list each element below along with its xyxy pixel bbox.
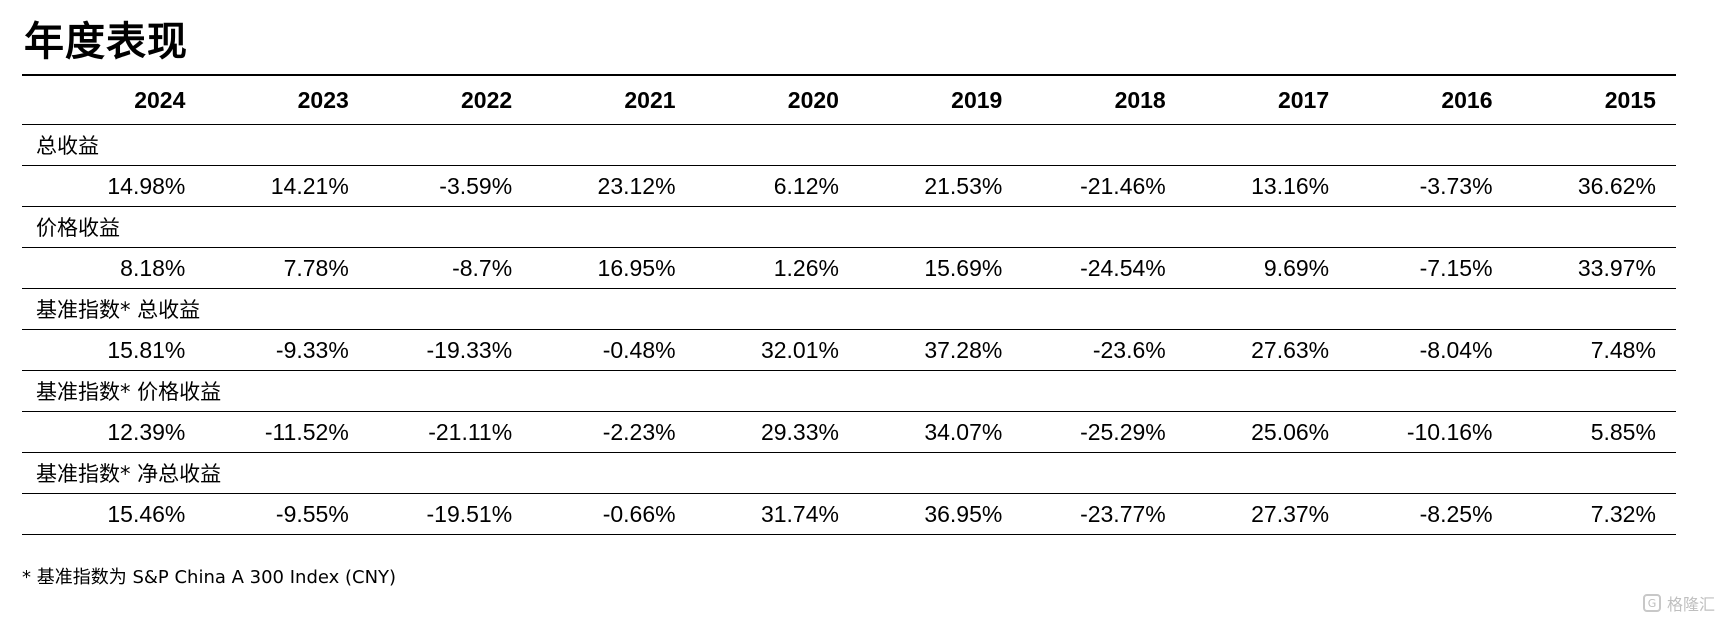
- value-cell: 31.74%: [760, 500, 839, 527]
- year-header-cell: 2023: [297, 86, 349, 113]
- value-cell: -23.6%: [1092, 336, 1166, 363]
- value-cell: -25.29%: [1080, 418, 1166, 445]
- value-cell: 15.46%: [107, 500, 186, 527]
- table-top-rule: [22, 74, 1676, 76]
- value-cell: -2.23%: [602, 418, 676, 445]
- row-divider: [22, 206, 1676, 207]
- value-cell: 36.95%: [924, 500, 1003, 527]
- table-row: 15.46% -9.55% -19.51% -0.66% 31.74% 36.9…: [22, 494, 1676, 534]
- value-cell: -23.77%: [1080, 500, 1166, 527]
- value-cell: -19.33%: [426, 336, 513, 363]
- value-cell: 15.81%: [107, 336, 186, 363]
- year-header-cell: 2017: [1277, 86, 1330, 113]
- value-cell: 14.98%: [107, 172, 186, 199]
- value-cell: 5.85%: [1590, 418, 1656, 445]
- footnote: * 基准指数为 S&P China A 300 Index (CNY): [22, 567, 397, 588]
- year-header-cell: 2024: [134, 86, 186, 113]
- value-cell: -8.7%: [452, 254, 513, 281]
- year-header-cell: 2020: [787, 86, 839, 113]
- annual-performance-table: 2024 2023 2022 2021 2020 2019 2018 2017 …: [22, 74, 1676, 535]
- row-divider: [22, 288, 1676, 289]
- value-cell: 27.37%: [1251, 500, 1330, 527]
- row-divider: [22, 124, 1676, 125]
- value-cell: -3.73%: [1419, 172, 1493, 199]
- value-cell: -3.59%: [439, 172, 513, 199]
- value-cell: -8.04%: [1419, 336, 1493, 363]
- value-cell: 36.62%: [1577, 172, 1656, 199]
- value-cell: 33.97%: [1577, 254, 1656, 281]
- value-cell: -0.48%: [602, 336, 676, 363]
- value-cell: -7.15%: [1419, 254, 1493, 281]
- year-header-row: 2024 2023 2022 2021 2020 2019 2018 2017 …: [22, 76, 1676, 124]
- value-cell: 23.12%: [597, 172, 676, 199]
- page-title: 年度表现: [24, 19, 188, 65]
- row-divider: [22, 493, 1676, 494]
- watermark: G 格隆汇: [1642, 591, 1715, 615]
- value-cell: -21.11%: [428, 418, 513, 445]
- row-divider: [22, 452, 1676, 453]
- value-cell: -8.25%: [1419, 500, 1493, 527]
- value-cell: -10.16%: [1406, 418, 1493, 445]
- value-cell: 14.21%: [270, 172, 349, 199]
- value-cell: -9.33%: [275, 336, 349, 363]
- table-row: 12.39% -11.52% -21.11% -2.23% 29.33% 34.…: [22, 412, 1676, 452]
- year-header-cell: 2022: [461, 86, 513, 113]
- section-label: 价格收益: [36, 216, 120, 240]
- value-cell: 34.07%: [924, 418, 1003, 445]
- value-cell: 13.16%: [1251, 172, 1330, 199]
- value-cell: 7.32%: [1590, 500, 1656, 527]
- section-label: 基准指数* 总收益: [36, 298, 201, 322]
- value-cell: 6.12%: [773, 172, 839, 199]
- row-divider: [22, 370, 1676, 371]
- value-cell: 1.26%: [773, 254, 839, 281]
- value-cell: 21.53%: [924, 172, 1003, 199]
- row-divider: [22, 329, 1676, 330]
- table-row: 15.81% -9.33% -19.33% -0.48% 32.01% 37.2…: [22, 330, 1676, 370]
- value-cell: -0.66%: [602, 500, 676, 527]
- value-cell: 15.69%: [924, 254, 1003, 281]
- value-cell: 27.63%: [1251, 336, 1330, 363]
- year-header-cell: 2018: [1114, 86, 1166, 113]
- section-label: 基准指数* 价格收益: [36, 380, 222, 404]
- value-cell: 7.48%: [1590, 336, 1656, 363]
- year-header-cell: 2015: [1604, 86, 1656, 113]
- year-header-cell: 2016: [1441, 86, 1493, 113]
- value-cell: -11.52%: [264, 418, 349, 445]
- year-header-cell: 2021: [624, 86, 676, 113]
- section-label: 基准指数* 净总收益: [36, 462, 222, 486]
- value-cell: 7.78%: [283, 254, 349, 281]
- value-cell: 37.28%: [924, 336, 1003, 363]
- value-cell: 32.01%: [760, 336, 839, 363]
- row-divider: [22, 165, 1676, 166]
- value-cell: -24.54%: [1080, 254, 1166, 281]
- table-row: 14.98% 14.21% -3.59% 23.12% 6.12% 21.53%…: [22, 166, 1676, 206]
- value-cell: 25.06%: [1251, 418, 1330, 445]
- value-cell: 8.18%: [120, 254, 186, 281]
- watermark-logo-icon: G: [1642, 594, 1661, 612]
- row-divider: [22, 247, 1676, 248]
- section-label: 总收益: [36, 134, 99, 158]
- year-header-cell: 2019: [951, 86, 1003, 113]
- value-cell: 16.95%: [597, 254, 676, 281]
- table-row: 8.18% 7.78% -8.7% 16.95% 1.26% 15.69% -2…: [22, 248, 1676, 288]
- watermark-text: 格隆汇: [1666, 595, 1715, 614]
- row-divider: [22, 411, 1676, 412]
- value-cell: -19.51%: [426, 500, 513, 527]
- value-cell: -21.46%: [1080, 172, 1166, 199]
- table-bottom-rule: [22, 534, 1676, 535]
- value-cell: 12.39%: [107, 418, 186, 445]
- value-cell: 9.69%: [1263, 254, 1330, 281]
- value-cell: 29.33%: [760, 418, 839, 445]
- value-cell: -9.55%: [275, 500, 349, 527]
